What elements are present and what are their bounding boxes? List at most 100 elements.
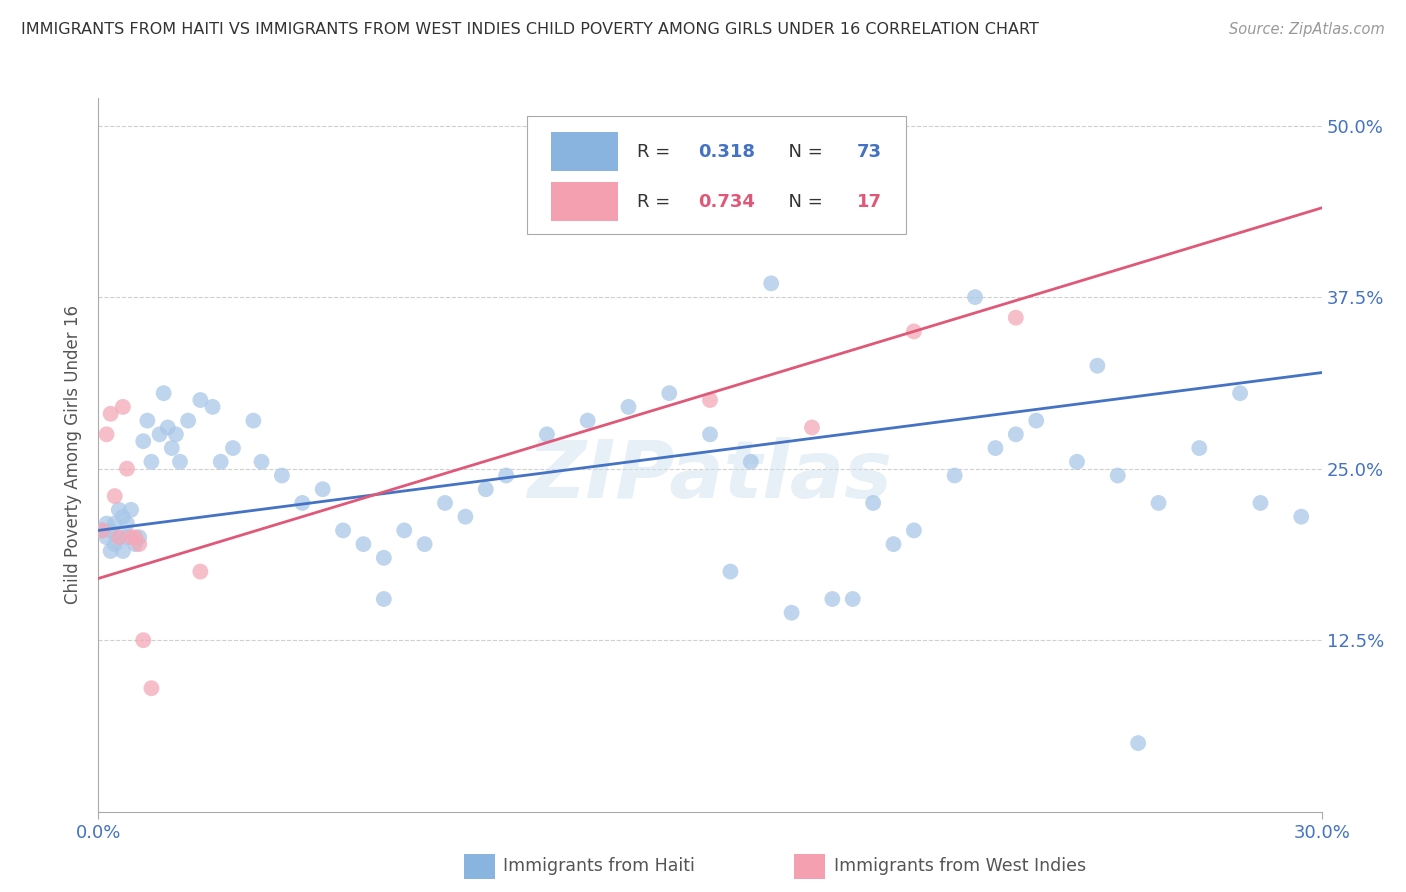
Point: [862, 496, 884, 510]
Point: [124, 530, 146, 544]
Point: [801, 420, 824, 434]
Point: [1025, 414, 1047, 428]
Text: R =: R =: [637, 193, 676, 211]
Point: [111, 544, 134, 558]
Point: [434, 496, 457, 510]
Point: [1066, 455, 1088, 469]
Point: [104, 489, 127, 503]
Text: 0.318: 0.318: [697, 143, 755, 161]
Point: [883, 537, 905, 551]
Text: Immigrants from West Indies: Immigrants from West Indies: [834, 857, 1085, 875]
Point: [169, 455, 191, 469]
Point: [108, 503, 131, 517]
Point: [1085, 359, 1108, 373]
Point: [100, 524, 122, 538]
Point: [115, 530, 138, 544]
Text: N =: N =: [778, 143, 828, 161]
Point: [188, 392, 212, 407]
Point: [132, 434, 155, 449]
Point: [96, 516, 118, 531]
Point: [903, 524, 925, 538]
Point: [128, 537, 150, 551]
Point: [136, 414, 159, 428]
Point: [156, 420, 179, 434]
Text: Source: ZipAtlas.com: Source: ZipAtlas.com: [1229, 22, 1385, 37]
Point: [100, 544, 122, 558]
Point: [124, 537, 146, 551]
Point: [270, 468, 294, 483]
Point: [658, 386, 681, 401]
Point: [242, 414, 264, 428]
Text: R =: R =: [637, 143, 676, 161]
Point: [1107, 468, 1129, 483]
FancyBboxPatch shape: [526, 116, 905, 234]
Point: [352, 537, 374, 551]
Point: [188, 565, 212, 579]
Point: [720, 565, 742, 579]
Point: [128, 530, 150, 544]
Point: [903, 325, 925, 339]
Point: [141, 455, 163, 469]
Point: [120, 503, 142, 517]
Point: [201, 400, 224, 414]
Point: [841, 592, 863, 607]
Bar: [551, 182, 619, 221]
Point: [104, 537, 127, 551]
Point: [943, 468, 966, 483]
Point: [1128, 736, 1150, 750]
Point: [165, 427, 187, 442]
Point: [132, 633, 155, 648]
Point: [740, 455, 762, 469]
Point: [209, 455, 232, 469]
Point: [291, 496, 314, 510]
Point: [312, 482, 335, 496]
Point: [984, 441, 1007, 455]
Text: ZIPatlas: ZIPatlas: [527, 437, 893, 516]
Point: [115, 461, 138, 475]
Point: [104, 516, 127, 531]
Point: [1291, 509, 1313, 524]
Point: [149, 427, 172, 442]
Point: [965, 290, 987, 304]
Point: [120, 530, 142, 544]
Point: [821, 592, 844, 607]
Point: [1249, 496, 1271, 510]
Text: 73: 73: [856, 143, 882, 161]
Point: [96, 530, 118, 544]
Point: [474, 482, 498, 496]
Point: [761, 277, 783, 291]
Point: [780, 606, 803, 620]
Point: [373, 592, 395, 607]
Point: [1188, 441, 1211, 455]
Point: [96, 427, 118, 442]
Text: 17: 17: [856, 193, 882, 211]
Point: [250, 455, 273, 469]
Point: [576, 414, 599, 428]
Point: [332, 524, 354, 538]
Point: [495, 468, 517, 483]
Text: IMMIGRANTS FROM HAITI VS IMMIGRANTS FROM WEST INDIES CHILD POVERTY AMONG GIRLS U: IMMIGRANTS FROM HAITI VS IMMIGRANTS FROM…: [21, 22, 1039, 37]
Point: [108, 530, 131, 544]
Text: 0.734: 0.734: [697, 193, 755, 211]
Point: [373, 550, 395, 565]
Point: [536, 427, 558, 442]
Text: Immigrants from Haiti: Immigrants from Haiti: [503, 857, 695, 875]
Point: [392, 524, 416, 538]
Point: [1147, 496, 1170, 510]
Point: [177, 414, 200, 428]
Point: [617, 400, 640, 414]
Point: [413, 537, 436, 551]
Point: [115, 516, 138, 531]
Point: [91, 524, 114, 538]
Point: [100, 407, 122, 421]
Point: [1004, 310, 1026, 325]
Point: [1004, 427, 1026, 442]
Point: [454, 509, 477, 524]
Y-axis label: Child Poverty Among Girls Under 16: Child Poverty Among Girls Under 16: [65, 305, 83, 605]
Point: [108, 530, 131, 544]
Point: [111, 400, 134, 414]
Bar: [551, 132, 619, 171]
Text: N =: N =: [778, 193, 828, 211]
Point: [1229, 386, 1251, 401]
Point: [222, 441, 245, 455]
